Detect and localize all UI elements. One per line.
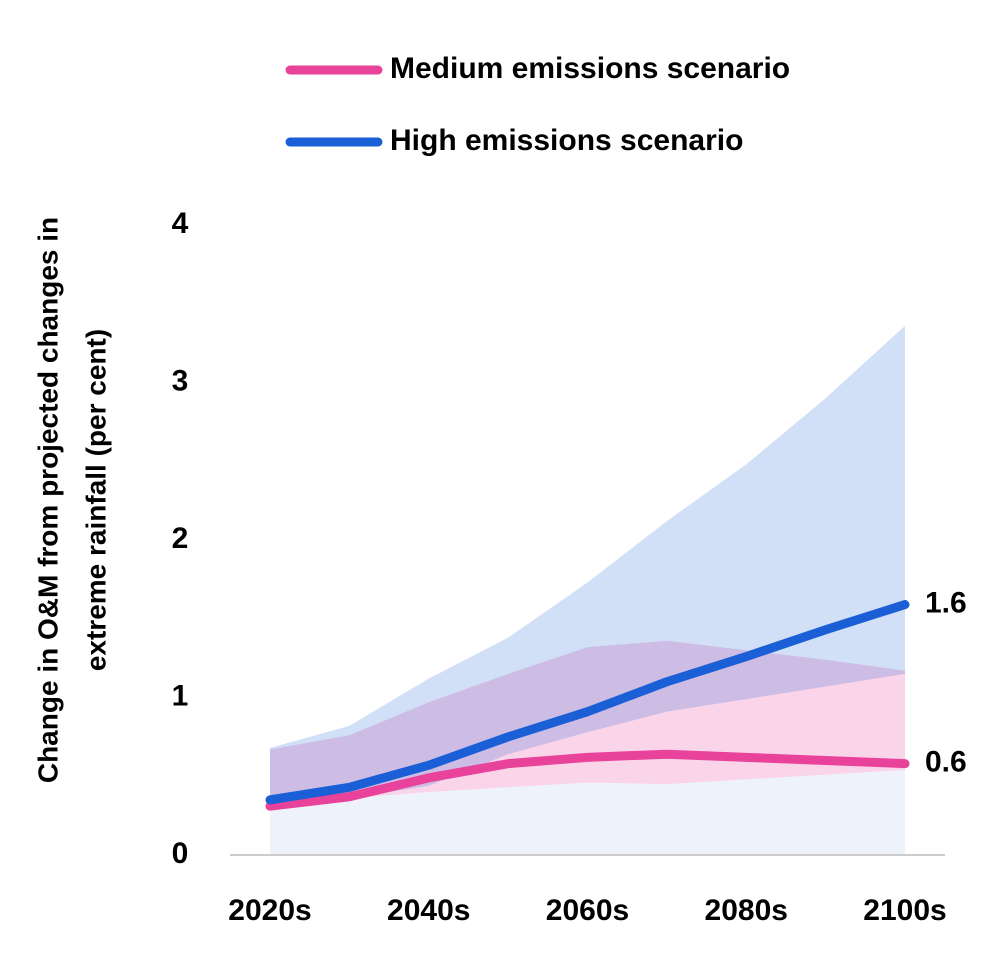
x-tick-label: 2020s	[228, 894, 311, 927]
y-tick-label: 2	[172, 522, 189, 555]
y-tick-label: 3	[172, 364, 189, 397]
uncertainty-band	[270, 325, 905, 808]
x-tick-label: 2080s	[705, 894, 788, 927]
low-area	[270, 769, 905, 855]
data-label: 0.6	[925, 746, 967, 779]
data-label: 1.6	[925, 586, 967, 619]
legend-label: High emissions scenario	[390, 124, 743, 157]
x-tick-label: 2040s	[387, 894, 470, 927]
x-tick-label: 2100s	[863, 894, 946, 927]
y-tick-label: 1	[172, 679, 189, 712]
y-axis-label: Change in O&M from projected changes in	[32, 217, 63, 783]
legend-label: Medium emissions scenario	[390, 52, 790, 85]
y-axis-label: extreme rainfall (per cent)	[80, 329, 111, 671]
x-tick-label: 2060s	[546, 894, 629, 927]
series-line	[265, 749, 910, 811]
series-line	[265, 600, 910, 805]
y-tick-label: 4	[172, 207, 189, 240]
y-tick-label: 0	[172, 837, 189, 870]
